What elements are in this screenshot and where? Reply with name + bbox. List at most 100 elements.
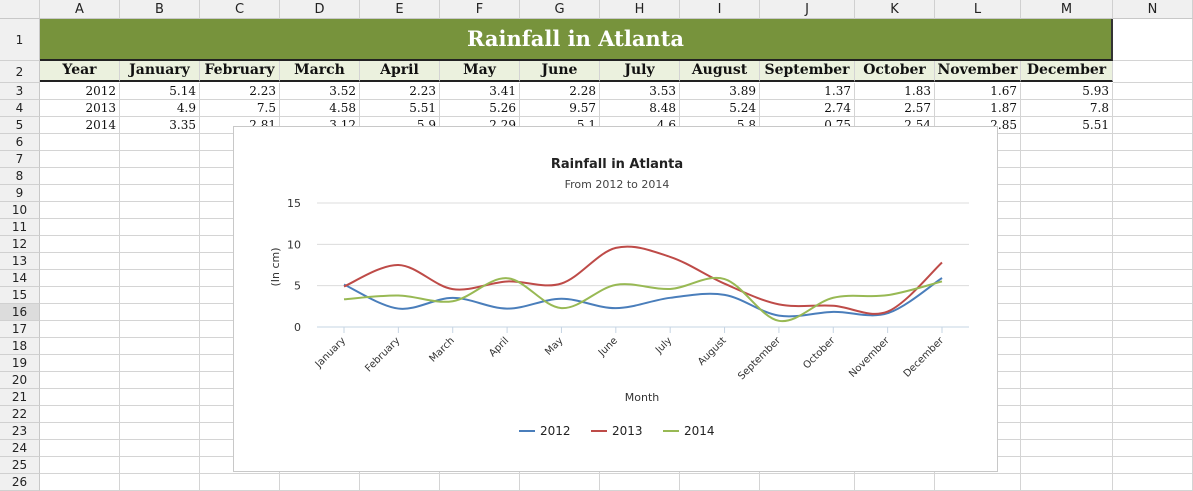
select-all-corner[interactable]: [0, 0, 40, 19]
data-cell[interactable]: 3.35: [120, 117, 200, 134]
data-cell[interactable]: 1.83: [855, 83, 935, 100]
data-cell[interactable]: 3.89: [680, 83, 760, 100]
row-header-11[interactable]: 11: [0, 219, 40, 236]
column-header-f[interactable]: F: [440, 0, 520, 19]
column-header-c[interactable]: C: [200, 0, 280, 19]
row-header-23[interactable]: 23: [0, 423, 40, 440]
cell[interactable]: [120, 457, 200, 474]
cell[interactable]: [40, 355, 120, 372]
cell[interactable]: [855, 474, 935, 491]
cell[interactable]: [120, 202, 200, 219]
cell[interactable]: [1113, 117, 1193, 134]
cell[interactable]: [120, 236, 200, 253]
cell[interactable]: [40, 185, 120, 202]
row-header-13[interactable]: 13: [0, 253, 40, 270]
cell[interactable]: [120, 372, 200, 389]
column-header-d[interactable]: D: [280, 0, 360, 19]
row-header-15[interactable]: 15: [0, 287, 40, 304]
cell[interactable]: [120, 168, 200, 185]
cell[interactable]: [40, 219, 120, 236]
cell[interactable]: [1113, 321, 1193, 338]
cell[interactable]: [40, 372, 120, 389]
cell[interactable]: [1021, 253, 1113, 270]
column-title-february[interactable]: February: [200, 61, 280, 82]
column-title-january[interactable]: January: [120, 61, 200, 82]
cell[interactable]: [1113, 440, 1193, 457]
data-cell[interactable]: 7.8: [1021, 100, 1113, 117]
cell[interactable]: [120, 321, 200, 338]
row-header-8[interactable]: 8: [0, 168, 40, 185]
cell[interactable]: [1021, 457, 1113, 474]
column-header-m[interactable]: M: [1021, 0, 1113, 19]
cell[interactable]: [1113, 423, 1193, 440]
column-title-october[interactable]: October: [855, 61, 935, 82]
cell[interactable]: [1021, 134, 1113, 151]
cell[interactable]: [1113, 338, 1193, 355]
cell[interactable]: [1113, 406, 1193, 423]
data-cell[interactable]: 8.48: [600, 100, 680, 117]
row-header-17[interactable]: 17: [0, 321, 40, 338]
row-header-25[interactable]: 25: [0, 457, 40, 474]
data-cell[interactable]: 5.14: [120, 83, 200, 100]
cell[interactable]: [120, 134, 200, 151]
row-header-18[interactable]: 18: [0, 338, 40, 355]
cell[interactable]: [40, 202, 120, 219]
cell[interactable]: [1113, 236, 1193, 253]
cell[interactable]: [1021, 406, 1113, 423]
cell[interactable]: [40, 304, 120, 321]
cell[interactable]: [120, 253, 200, 270]
cell[interactable]: [120, 423, 200, 440]
cell[interactable]: [1021, 338, 1113, 355]
cell[interactable]: [1021, 355, 1113, 372]
data-cell[interactable]: 2.23: [200, 83, 280, 100]
cell[interactable]: [1021, 372, 1113, 389]
column-title-december[interactable]: December: [1021, 61, 1113, 82]
data-cell[interactable]: 7.5: [200, 100, 280, 117]
cell[interactable]: [440, 474, 520, 491]
cell[interactable]: [40, 321, 120, 338]
cell[interactable]: [1113, 83, 1193, 100]
cell[interactable]: [1021, 236, 1113, 253]
cell[interactable]: [40, 151, 120, 168]
column-title-july[interactable]: July: [600, 61, 680, 82]
cell[interactable]: [120, 338, 200, 355]
data-cell[interactable]: 1.37: [760, 83, 855, 100]
data-cell[interactable]: 2.28: [520, 83, 600, 100]
column-header-k[interactable]: K: [855, 0, 935, 19]
cell[interactable]: [1113, 185, 1193, 202]
cell[interactable]: [1021, 440, 1113, 457]
cell[interactable]: [120, 440, 200, 457]
cell[interactable]: [1113, 100, 1193, 117]
cell[interactable]: [40, 423, 120, 440]
column-header-e[interactable]: E: [360, 0, 440, 19]
data-cell[interactable]: 3.41: [440, 83, 520, 100]
cell[interactable]: [40, 389, 120, 406]
column-title-september[interactable]: September: [760, 61, 855, 82]
column-header-l[interactable]: L: [935, 0, 1021, 19]
data-cell[interactable]: 2014: [40, 117, 120, 134]
row-header-10[interactable]: 10: [0, 202, 40, 219]
column-header-g[interactable]: G: [520, 0, 600, 19]
data-cell[interactable]: 9.57: [520, 100, 600, 117]
cell[interactable]: [40, 457, 120, 474]
row-header-6[interactable]: 6: [0, 134, 40, 151]
cell[interactable]: [120, 304, 200, 321]
cell[interactable]: [120, 406, 200, 423]
cell[interactable]: [120, 151, 200, 168]
cell[interactable]: [120, 355, 200, 372]
cell[interactable]: [280, 474, 360, 491]
cell[interactable]: [680, 474, 760, 491]
rainfall-chart[interactable]: Rainfall in Atlanta From 2012 to 2014 (I…: [233, 126, 998, 472]
data-cell[interactable]: 2.74: [760, 100, 855, 117]
row-header-26[interactable]: 26: [0, 474, 40, 491]
cell[interactable]: [360, 474, 440, 491]
cell[interactable]: [1113, 372, 1193, 389]
cell[interactable]: [520, 474, 600, 491]
row-header-9[interactable]: 9: [0, 185, 40, 202]
column-title-march[interactable]: March: [280, 61, 360, 82]
column-title-may[interactable]: May: [440, 61, 520, 82]
cell[interactable]: [1113, 457, 1193, 474]
cell[interactable]: [1113, 287, 1193, 304]
cell[interactable]: [40, 474, 120, 491]
data-cell[interactable]: 1.87: [935, 100, 1021, 117]
